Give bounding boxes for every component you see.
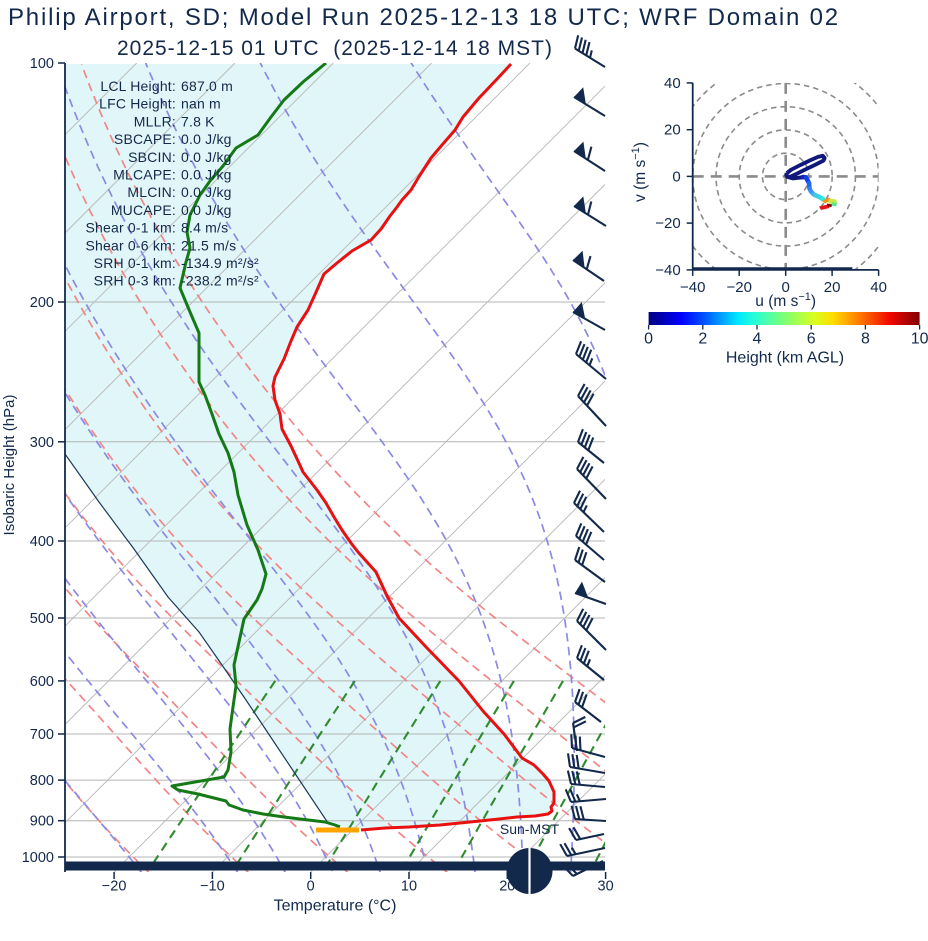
svg-text:−10: −10 <box>200 879 225 895</box>
svg-text:8.4 m/s: 8.4 m/s <box>181 220 228 236</box>
svg-text:700: 700 <box>30 727 54 743</box>
svg-text:2025-12-15 01 UTC (2025-12-14: 2025-12-15 01 UTC (2025-12-14 18 MST) <box>117 37 553 60</box>
svg-text:0: 0 <box>782 279 790 296</box>
svg-text:Shear 0-1 km:: Shear 0-1 km: <box>85 220 176 236</box>
svg-text:900: 900 <box>30 814 54 830</box>
svg-text:0.0 J/kg: 0.0 J/kg <box>181 167 232 183</box>
svg-text:20: 20 <box>499 879 515 895</box>
svg-text:1000: 1000 <box>22 850 54 866</box>
svg-text:100: 100 <box>30 56 54 72</box>
svg-text:Shear 0-6 km:: Shear 0-6 km: <box>85 237 176 253</box>
svg-text:40: 40 <box>664 75 681 92</box>
svg-text:0.0 J/kg: 0.0 J/kg <box>181 202 232 218</box>
svg-text:0: 0 <box>307 879 315 895</box>
svg-text:MUCAPE:: MUCAPE: <box>111 202 176 218</box>
svg-text:Philip Airport, SD; Model Run: Philip Airport, SD; Model Run 2025-12-13… <box>8 4 840 31</box>
svg-text:600: 600 <box>30 674 54 690</box>
svg-text:-238.2 m²/s²: -238.2 m²/s² <box>181 273 259 289</box>
svg-text:LCL Height:: LCL Height: <box>100 78 176 94</box>
svg-text:20: 20 <box>824 279 841 296</box>
svg-text:−20: −20 <box>102 879 127 895</box>
svg-text:−20: −20 <box>655 215 680 232</box>
svg-text:30: 30 <box>598 879 614 895</box>
svg-text:0.0 J/kg: 0.0 J/kg <box>181 184 232 200</box>
svg-text:200: 200 <box>30 295 54 311</box>
svg-text:−40: −40 <box>655 262 680 279</box>
svg-text:800: 800 <box>30 773 54 789</box>
svg-text:MLCAPE:: MLCAPE: <box>113 167 176 183</box>
svg-text:-134.9 m²/s²: -134.9 m²/s² <box>181 255 259 271</box>
svg-text:20: 20 <box>664 122 681 139</box>
svg-text:6: 6 <box>807 331 816 348</box>
svg-text:7.8 K: 7.8 K <box>181 113 215 129</box>
svg-text:−20: −20 <box>726 279 751 296</box>
svg-text:SBCIN:: SBCIN: <box>128 149 176 165</box>
svg-text:nan m: nan m <box>181 96 221 112</box>
svg-text:Isobaric Height (hPa): Isobaric Height (hPa) <box>1 395 18 536</box>
svg-text:500: 500 <box>30 611 54 627</box>
svg-text:10: 10 <box>911 331 928 348</box>
svg-text:2: 2 <box>698 331 707 348</box>
svg-text:10: 10 <box>401 879 417 895</box>
svg-text:0: 0 <box>644 331 653 348</box>
svg-text:300: 300 <box>30 435 54 451</box>
svg-text:Temperature (°C): Temperature (°C) <box>274 898 397 915</box>
svg-text:0: 0 <box>672 168 680 185</box>
svg-text:40: 40 <box>870 279 887 296</box>
svg-text:−40: −40 <box>680 279 705 296</box>
svg-text:400: 400 <box>30 534 54 550</box>
svg-text:MLCIN:: MLCIN: <box>127 184 176 200</box>
svg-text:4: 4 <box>753 331 762 348</box>
svg-text:Sun-MST: Sun-MST <box>500 821 560 837</box>
svg-text:0.0 J/kg: 0.0 J/kg <box>181 131 232 147</box>
svg-text:687.0 m: 687.0 m <box>181 78 233 94</box>
svg-text:SRH 0-3 km:: SRH 0-3 km: <box>94 273 176 289</box>
svg-text:LFC Height:: LFC Height: <box>99 96 176 112</box>
svg-text:Height (km AGL): Height (km AGL) <box>726 350 844 367</box>
svg-text:SBCAPE:: SBCAPE: <box>114 131 176 147</box>
svg-text:8: 8 <box>861 331 870 348</box>
svg-text:MLLR:: MLLR: <box>134 113 176 129</box>
svg-text:21.5 m/s: 21.5 m/s <box>181 237 236 253</box>
svg-text:0.0 J/kg: 0.0 J/kg <box>181 149 232 165</box>
svg-text:SRH 0-1 km:: SRH 0-1 km: <box>94 255 176 271</box>
